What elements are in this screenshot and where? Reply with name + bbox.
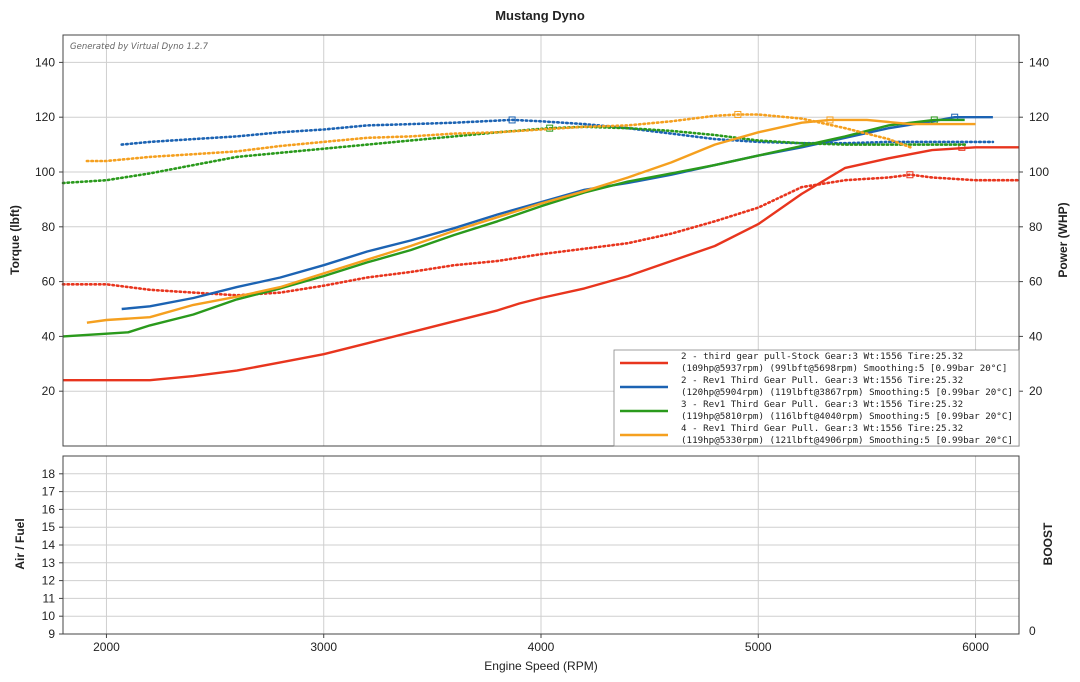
air-fuel-tick-label: 18 [42, 467, 56, 481]
power-tick-label: 60 [1029, 275, 1043, 289]
torque-power-grid: 20 20 40 40 60 60 80 80 100 100 120 120 140 140 [35, 35, 1049, 446]
power-line-2 [121, 116, 993, 311]
power-tick-label: 80 [1029, 220, 1043, 234]
power-line-4 [86, 118, 976, 324]
air-fuel-tick-label: 15 [42, 520, 56, 534]
peak-power-marker [958, 143, 966, 151]
torque-tick-label: 40 [42, 329, 56, 343]
peak-torque-marker [508, 116, 516, 124]
legend-entry-line2: (119hp@5810rpm) (116lbft@4040rpm) Smooth… [681, 411, 1013, 422]
air-fuel-axis-label: Air / Fuel [13, 518, 27, 569]
air-fuel-tick-label: 13 [42, 556, 56, 570]
air-fuel-tick-label: 17 [42, 485, 56, 499]
power-tick-label: 40 [1029, 329, 1043, 343]
chart-title: Mustang Dyno [495, 8, 585, 23]
power-tick-label: 100 [1029, 165, 1049, 179]
torque-line-1 [61, 173, 1021, 297]
boost-tick-label: 0 [1029, 624, 1036, 638]
power-tick-label: 120 [1029, 110, 1049, 124]
torque-power-plot-frame [62, 34, 1020, 447]
legend-entry-line1: 2 - Rev1 Third Gear Pull. Gear:3 Wt:1556… [681, 375, 963, 386]
legend-entry-line2: (119hp@5330rpm) (121lbft@4906rpm) Smooth… [681, 435, 1013, 446]
legend-box [613, 349, 1020, 447]
torque-tick-label: 60 [42, 275, 56, 289]
legend: 2 - third gear pull-Stock Gear:3 Wt:1556… [613, 349, 1020, 447]
air-fuel-grid: 9 10 11 12 13 14 15 16 17 18 [42, 456, 1019, 641]
torque-tick-label: 20 [42, 384, 56, 398]
air-fuel-tick-label: 9 [48, 627, 55, 641]
power-line-3 [62, 118, 965, 338]
rpm-tick-label: 3000 [310, 640, 337, 654]
series-lines [61, 110, 1021, 382]
torque-tick-label: 120 [35, 110, 55, 124]
rpm-tick-label: 6000 [962, 640, 989, 654]
torque-line-3 [61, 125, 966, 185]
rpm-tick-label: 2000 [93, 640, 120, 654]
rpm-tick-label: 4000 [528, 640, 555, 654]
power-line-1 [63, 146, 1019, 382]
rpm-tick-label: 5000 [745, 640, 772, 654]
legend-entry-line2: (109hp@5937rpm) (99lbft@5698rpm) Smoothi… [681, 363, 1007, 374]
air-fuel-tick-label: 12 [42, 574, 56, 588]
x-axis-ticks: 2000 3000 4000 5000 6000 [93, 634, 989, 654]
torque-tick-label: 140 [35, 55, 55, 69]
legend-entry-line1: 4 - Rev1 Third Gear Pull. Gear:3 Wt:1556… [681, 423, 963, 434]
legend-entry-line1: 2 - third gear pull-Stock Gear:3 Wt:1556… [681, 351, 963, 362]
peak-torque-marker [906, 171, 914, 179]
boost-axis-label: BOOST [1041, 522, 1055, 565]
torque-line-2 [120, 118, 995, 146]
peak-power-marker [826, 116, 834, 124]
torque-line-4 [85, 113, 912, 163]
air-fuel-tick-label: 11 [43, 591, 56, 605]
power-tick-label: 140 [1029, 55, 1049, 69]
x-axis-label: Engine Speed (RPM) [484, 659, 597, 673]
torque-tick-label: 80 [42, 220, 56, 234]
torque-tick-label: 100 [35, 165, 55, 179]
air-fuel-tick-label: 14 [42, 538, 56, 552]
power-tick-label: 20 [1029, 384, 1043, 398]
torque-axis-label: Torque (lbft) [8, 205, 22, 275]
air-fuel-tick-label: 10 [42, 609, 56, 623]
legend-entry-line2: (120hp@5904rpm) (119lbft@3867rpm) Smooth… [681, 387, 1013, 398]
power-axis-label: Power (WHP) [1056, 202, 1070, 277]
air-fuel-tick-label: 16 [42, 502, 56, 516]
generator-note: Generated by Virtual Dyno 1.2.7 [70, 42, 209, 52]
legend-entry-line1: 3 - Rev1 Third Gear Pull. Gear:3 Wt:1556… [681, 399, 963, 410]
peak-torque-marker [734, 110, 742, 118]
